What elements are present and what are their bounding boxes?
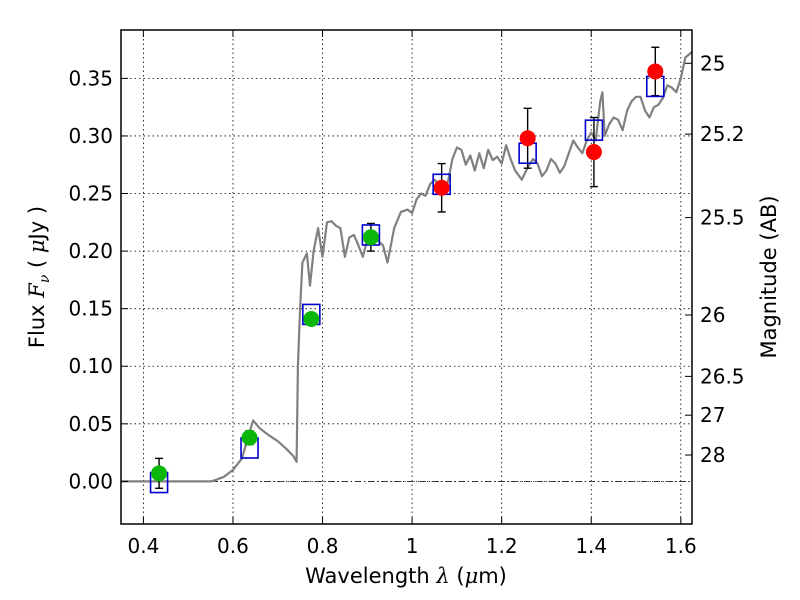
x-axis-label: Wavelength λ (μm) xyxy=(305,564,507,588)
x-tick-label: 1.6 xyxy=(665,534,697,558)
nir-point xyxy=(585,144,602,161)
model-photometry-box xyxy=(584,119,604,141)
optical-point xyxy=(362,229,379,246)
y-tick-label: 0.10 xyxy=(68,354,113,378)
x-tick-label: 0.4 xyxy=(127,534,159,558)
y-axis-label-nu: ν xyxy=(37,274,53,283)
y2-tick-label: 27 xyxy=(700,403,725,427)
grid xyxy=(121,30,692,524)
optical-point xyxy=(241,429,258,446)
y2-axis-label: Magnitude (AB) xyxy=(757,195,781,358)
y-tick-label: 0.35 xyxy=(68,66,113,90)
y-axis-label: Flux Fν ( μJy ) xyxy=(25,206,53,348)
y2-tick-label: 26 xyxy=(700,303,725,327)
y-tick-label: 0.05 xyxy=(68,412,113,436)
y2-tick-label: 25 xyxy=(700,51,725,75)
tick-labels: 0.4 0.6 0.8 1 1.2 1.4 1.6 0.00 0.05 0.10 0.15 0.20 0… xyxy=(68,51,744,558)
y-axis-label-mu: μ xyxy=(25,239,49,253)
x-tick-label: 0.6 xyxy=(217,534,249,558)
y-tick-label: 0.20 xyxy=(68,239,113,263)
x-axis-label-text: Wavelength xyxy=(305,564,436,588)
y-axis-label-f: F xyxy=(25,282,49,299)
x-axis-label-open: ( xyxy=(450,564,465,588)
ticks xyxy=(121,30,692,524)
y2-tick-label: 25.2 xyxy=(700,122,745,146)
x-tick-label: 1.4 xyxy=(575,534,607,558)
observed-points xyxy=(151,63,664,482)
y-tick-label: 0.25 xyxy=(68,182,113,206)
x-tick-label: 0.8 xyxy=(307,534,339,558)
x-axis-label-unit: m) xyxy=(478,564,507,588)
optical-point xyxy=(151,465,168,482)
x-tick-label: 1 xyxy=(406,534,419,558)
model-spectrum xyxy=(121,51,693,483)
y2-tick-label: 26.5 xyxy=(700,364,745,388)
y-tick-label: 0.00 xyxy=(68,469,113,493)
y2-tick-label: 28 xyxy=(700,443,725,467)
y-axis-label-text: Flux xyxy=(25,298,49,348)
x-axis-label-lambda: λ xyxy=(435,564,449,588)
nir-point xyxy=(433,179,450,196)
plot-frame xyxy=(120,29,693,525)
x-axis-label-mu: μ xyxy=(465,564,479,588)
optical-point xyxy=(303,311,320,328)
x-tick-label: 1.2 xyxy=(486,534,518,558)
y-tick-label: 0.30 xyxy=(68,124,113,148)
nir-point xyxy=(647,63,664,80)
y2-tick-label: 25.5 xyxy=(700,206,745,230)
y-tick-label: 0.15 xyxy=(68,297,113,321)
y-axis-label-open: ( xyxy=(25,253,49,275)
y-axis-label-unit: Jy ) xyxy=(25,206,49,242)
nir-point xyxy=(519,130,536,147)
model-spectrum-line xyxy=(121,51,693,483)
